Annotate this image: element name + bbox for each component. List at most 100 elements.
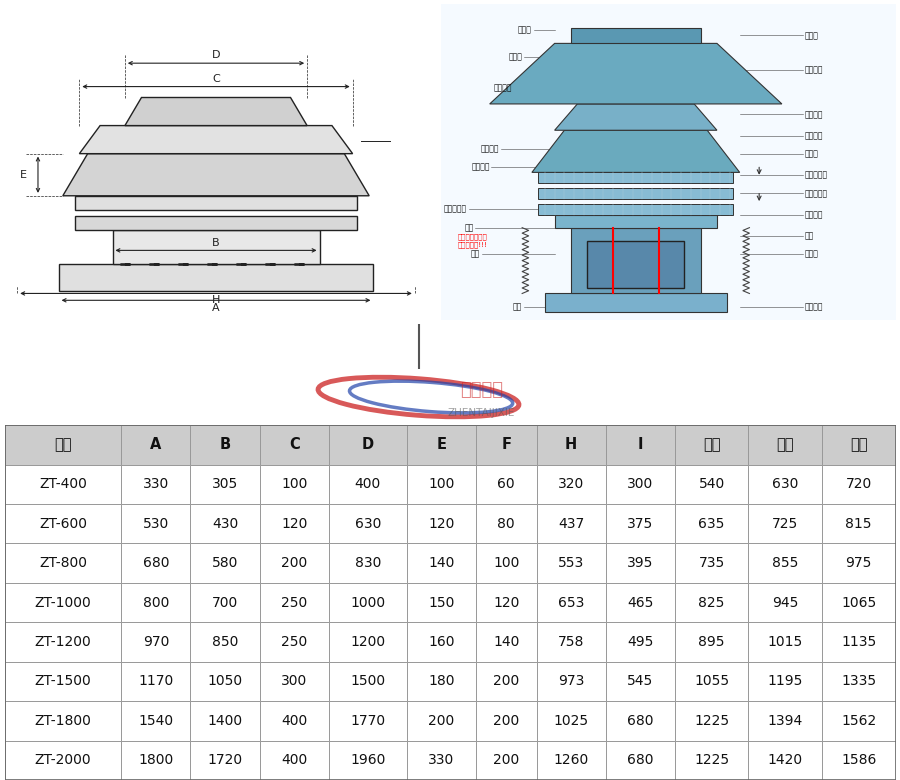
Text: 320: 320 xyxy=(558,477,584,491)
Bar xyxy=(822,544,896,583)
Text: 540: 540 xyxy=(698,477,724,491)
Bar xyxy=(76,216,356,230)
Text: 额外重锤板: 额外重锤板 xyxy=(805,189,828,198)
Text: 680: 680 xyxy=(142,556,169,570)
Text: 825: 825 xyxy=(698,596,724,609)
Bar xyxy=(122,701,191,740)
Polygon shape xyxy=(79,126,353,154)
Bar xyxy=(554,215,717,228)
Bar xyxy=(536,465,606,504)
Bar xyxy=(476,583,536,622)
Text: 945: 945 xyxy=(772,596,798,609)
Bar xyxy=(476,740,536,780)
Bar xyxy=(260,583,328,622)
Text: 437: 437 xyxy=(558,516,584,530)
Text: 型号: 型号 xyxy=(54,438,72,452)
Bar xyxy=(476,544,536,583)
Text: 外形尺寸图: 外形尺寸图 xyxy=(183,337,236,356)
Bar xyxy=(260,661,328,701)
Bar xyxy=(606,583,675,622)
Bar xyxy=(4,661,122,701)
Text: 1065: 1065 xyxy=(842,596,877,609)
Text: ZT-1200: ZT-1200 xyxy=(34,635,91,649)
Bar xyxy=(4,544,122,583)
Text: 250: 250 xyxy=(281,596,308,609)
Text: 150: 150 xyxy=(428,596,454,609)
Bar xyxy=(476,425,536,465)
Text: 橡胶球: 橡胶球 xyxy=(805,150,818,158)
Bar xyxy=(606,504,675,544)
Text: 975: 975 xyxy=(845,556,872,570)
Bar xyxy=(749,544,822,583)
Bar xyxy=(122,740,191,780)
Bar xyxy=(749,701,822,740)
Text: 330: 330 xyxy=(428,753,454,768)
Bar xyxy=(328,544,407,583)
Bar xyxy=(260,740,328,780)
Text: 680: 680 xyxy=(627,714,653,728)
Bar xyxy=(749,425,822,465)
Text: 465: 465 xyxy=(627,596,653,609)
Bar xyxy=(4,701,122,740)
Bar xyxy=(191,622,260,661)
Text: 180: 180 xyxy=(428,675,454,689)
Text: 200: 200 xyxy=(281,556,308,570)
Text: 顶部框架: 顶部框架 xyxy=(494,83,512,93)
Polygon shape xyxy=(125,98,307,126)
Bar xyxy=(407,544,476,583)
Text: ZT-400: ZT-400 xyxy=(39,477,86,491)
Text: C: C xyxy=(289,438,300,452)
Bar xyxy=(538,188,733,199)
Bar xyxy=(328,504,407,544)
Text: E: E xyxy=(436,438,446,452)
Bar xyxy=(544,293,726,312)
Text: 辅助筛网: 辅助筛网 xyxy=(805,110,824,119)
Text: 电动机: 电动机 xyxy=(805,250,818,258)
Bar xyxy=(58,264,374,291)
Bar xyxy=(822,465,896,504)
Text: 305: 305 xyxy=(212,477,238,491)
Text: 1000: 1000 xyxy=(350,596,385,609)
Text: 筛网法兰: 筛网法兰 xyxy=(805,131,824,140)
Bar xyxy=(328,622,407,661)
Text: 830: 830 xyxy=(355,556,381,570)
Bar xyxy=(122,504,191,544)
Text: 300: 300 xyxy=(281,675,308,689)
Bar xyxy=(191,504,260,544)
Text: 895: 895 xyxy=(698,635,724,649)
Text: 120: 120 xyxy=(493,596,519,609)
Bar xyxy=(4,425,122,465)
Bar xyxy=(191,425,260,465)
Text: 弹簧: 弹簧 xyxy=(471,250,480,258)
Bar xyxy=(191,583,260,622)
Bar xyxy=(536,661,606,701)
Bar xyxy=(260,425,328,465)
Text: 680: 680 xyxy=(627,753,653,768)
Text: 1055: 1055 xyxy=(694,675,729,689)
Text: 653: 653 xyxy=(558,596,584,609)
Text: D: D xyxy=(362,438,374,452)
Bar xyxy=(675,661,749,701)
Text: 635: 635 xyxy=(698,516,724,530)
Bar xyxy=(536,504,606,544)
Bar xyxy=(4,740,122,780)
Text: 120: 120 xyxy=(428,516,454,530)
Bar xyxy=(122,622,191,661)
Text: 430: 430 xyxy=(212,516,238,530)
Bar xyxy=(328,425,407,465)
Text: H: H xyxy=(212,295,220,305)
Bar xyxy=(675,504,749,544)
Bar xyxy=(571,228,701,293)
Text: 735: 735 xyxy=(698,556,724,570)
Text: 1770: 1770 xyxy=(350,714,385,728)
Text: 330: 330 xyxy=(143,477,169,491)
Bar xyxy=(191,465,260,504)
Text: ZT-1500: ZT-1500 xyxy=(34,675,91,689)
Bar xyxy=(822,425,896,465)
Text: 振体: 振体 xyxy=(805,231,814,240)
Bar xyxy=(749,661,822,701)
Text: ZT-800: ZT-800 xyxy=(39,556,87,570)
Text: 1420: 1420 xyxy=(768,753,803,768)
Text: 1050: 1050 xyxy=(208,675,243,689)
Bar xyxy=(606,465,675,504)
